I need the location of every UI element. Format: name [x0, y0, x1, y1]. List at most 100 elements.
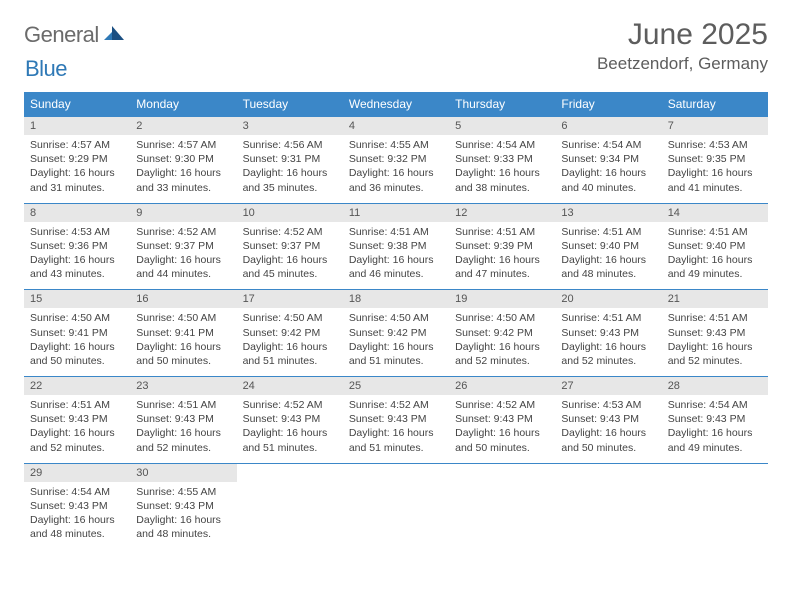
- daylight-text: Daylight: 16 hours and 33 minutes.: [136, 166, 230, 194]
- daylight-text: Daylight: 16 hours and 50 minutes.: [30, 340, 124, 368]
- day-body-cell: Sunrise: 4:55 AMSunset: 9:32 PMDaylight:…: [343, 135, 449, 203]
- day-number-cell: 4: [343, 117, 449, 136]
- sunset-text: Sunset: 9:43 PM: [349, 412, 443, 426]
- sunset-text: Sunset: 9:40 PM: [668, 239, 762, 253]
- daylight-text: Daylight: 16 hours and 48 minutes.: [30, 513, 124, 541]
- daylight-text: Daylight: 16 hours and 31 minutes.: [30, 166, 124, 194]
- sunset-text: Sunset: 9:37 PM: [136, 239, 230, 253]
- sunset-text: Sunset: 9:33 PM: [455, 152, 549, 166]
- brand-logo: General: [24, 18, 128, 48]
- day-number-cell: 3: [237, 117, 343, 136]
- day-number-cell: 15: [24, 290, 130, 309]
- sunset-text: Sunset: 9:43 PM: [561, 326, 655, 340]
- sunset-text: Sunset: 9:35 PM: [668, 152, 762, 166]
- sunrise-text: Sunrise: 4:57 AM: [30, 138, 124, 152]
- day-body-cell: Sunrise: 4:50 AMSunset: 9:42 PMDaylight:…: [449, 308, 555, 376]
- sunset-text: Sunset: 9:43 PM: [561, 412, 655, 426]
- day-number-row: 22232425262728: [24, 377, 768, 396]
- day-number-row: 15161718192021: [24, 290, 768, 309]
- day-body-cell: [662, 482, 768, 550]
- sunrise-text: Sunrise: 4:53 AM: [561, 398, 655, 412]
- day-body-cell: Sunrise: 4:50 AMSunset: 9:41 PMDaylight:…: [24, 308, 130, 376]
- brand-word-2: Blue: [25, 56, 67, 81]
- day-number-cell: 27: [555, 377, 661, 396]
- day-number-cell: 26: [449, 377, 555, 396]
- daylight-text: Daylight: 16 hours and 44 minutes.: [136, 253, 230, 281]
- sunrise-text: Sunrise: 4:53 AM: [30, 225, 124, 239]
- day-number-cell: 25: [343, 377, 449, 396]
- sunset-text: Sunset: 9:43 PM: [668, 412, 762, 426]
- sunrise-text: Sunrise: 4:50 AM: [349, 311, 443, 325]
- day-number-cell: 28: [662, 377, 768, 396]
- day-body-cell: Sunrise: 4:50 AMSunset: 9:42 PMDaylight:…: [343, 308, 449, 376]
- daylight-text: Daylight: 16 hours and 43 minutes.: [30, 253, 124, 281]
- sunrise-text: Sunrise: 4:56 AM: [243, 138, 337, 152]
- day-number-cell: 5: [449, 117, 555, 136]
- day-body-cell: [237, 482, 343, 550]
- daylight-text: Daylight: 16 hours and 49 minutes.: [668, 253, 762, 281]
- sunrise-text: Sunrise: 4:51 AM: [349, 225, 443, 239]
- day-body-cell: [555, 482, 661, 550]
- sunrise-text: Sunrise: 4:52 AM: [243, 398, 337, 412]
- day-number-cell: 20: [555, 290, 661, 309]
- day-body-cell: Sunrise: 4:54 AMSunset: 9:43 PMDaylight:…: [662, 395, 768, 463]
- sunset-text: Sunset: 9:43 PM: [136, 412, 230, 426]
- sunrise-text: Sunrise: 4:51 AM: [561, 225, 655, 239]
- day-number-cell: 13: [555, 203, 661, 222]
- sunset-text: Sunset: 9:37 PM: [243, 239, 337, 253]
- daylight-text: Daylight: 16 hours and 52 minutes.: [30, 426, 124, 454]
- month-title: June 2025: [597, 18, 768, 52]
- day-body-cell: Sunrise: 4:57 AMSunset: 9:30 PMDaylight:…: [130, 135, 236, 203]
- daylight-text: Daylight: 16 hours and 51 minutes.: [243, 426, 337, 454]
- daylight-text: Daylight: 16 hours and 52 minutes.: [136, 426, 230, 454]
- sunrise-text: Sunrise: 4:54 AM: [668, 398, 762, 412]
- weekday-header: Saturday: [662, 92, 768, 117]
- daylight-text: Daylight: 16 hours and 40 minutes.: [561, 166, 655, 194]
- day-number-cell: 30: [130, 463, 236, 482]
- daylight-text: Daylight: 16 hours and 52 minutes.: [455, 340, 549, 368]
- day-body-cell: [343, 482, 449, 550]
- day-body-cell: Sunrise: 4:50 AMSunset: 9:42 PMDaylight:…: [237, 308, 343, 376]
- daylight-text: Daylight: 16 hours and 51 minutes.: [349, 426, 443, 454]
- daylight-text: Daylight: 16 hours and 51 minutes.: [349, 340, 443, 368]
- daylight-text: Daylight: 16 hours and 50 minutes.: [561, 426, 655, 454]
- day-number-row: 1234567: [24, 117, 768, 136]
- daylight-text: Daylight: 16 hours and 38 minutes.: [455, 166, 549, 194]
- day-body-row: Sunrise: 4:51 AMSunset: 9:43 PMDaylight:…: [24, 395, 768, 463]
- sunrise-text: Sunrise: 4:52 AM: [136, 225, 230, 239]
- daylight-text: Daylight: 16 hours and 50 minutes.: [455, 426, 549, 454]
- day-body-cell: Sunrise: 4:52 AMSunset: 9:43 PMDaylight:…: [343, 395, 449, 463]
- sunset-text: Sunset: 9:39 PM: [455, 239, 549, 253]
- day-body-cell: Sunrise: 4:51 AMSunset: 9:40 PMDaylight:…: [662, 222, 768, 290]
- sunrise-text: Sunrise: 4:52 AM: [243, 225, 337, 239]
- sunset-text: Sunset: 9:29 PM: [30, 152, 124, 166]
- sunset-text: Sunset: 9:43 PM: [243, 412, 337, 426]
- day-number-cell: [237, 463, 343, 482]
- day-body-cell: Sunrise: 4:57 AMSunset: 9:29 PMDaylight:…: [24, 135, 130, 203]
- day-number-cell: 11: [343, 203, 449, 222]
- sunrise-text: Sunrise: 4:51 AM: [455, 225, 549, 239]
- sunset-text: Sunset: 9:43 PM: [30, 499, 124, 513]
- day-number-cell: 10: [237, 203, 343, 222]
- day-number-cell: 19: [449, 290, 555, 309]
- weekday-header: Sunday: [24, 92, 130, 117]
- sunset-text: Sunset: 9:31 PM: [243, 152, 337, 166]
- day-number-row: 2930: [24, 463, 768, 482]
- sunset-text: Sunset: 9:43 PM: [668, 326, 762, 340]
- sunset-text: Sunset: 9:30 PM: [136, 152, 230, 166]
- daylight-text: Daylight: 16 hours and 52 minutes.: [668, 340, 762, 368]
- daylight-text: Daylight: 16 hours and 35 minutes.: [243, 166, 337, 194]
- day-body-cell: Sunrise: 4:53 AMSunset: 9:43 PMDaylight:…: [555, 395, 661, 463]
- day-number-cell: 1: [24, 117, 130, 136]
- sunset-text: Sunset: 9:36 PM: [30, 239, 124, 253]
- day-number-cell: 22: [24, 377, 130, 396]
- daylight-text: Daylight: 16 hours and 41 minutes.: [668, 166, 762, 194]
- day-body-cell: Sunrise: 4:54 AMSunset: 9:33 PMDaylight:…: [449, 135, 555, 203]
- daylight-text: Daylight: 16 hours and 46 minutes.: [349, 253, 443, 281]
- weekday-header-row: Sunday Monday Tuesday Wednesday Thursday…: [24, 92, 768, 117]
- day-number-cell: 14: [662, 203, 768, 222]
- day-body-cell: [449, 482, 555, 550]
- sunrise-text: Sunrise: 4:54 AM: [455, 138, 549, 152]
- sunrise-text: Sunrise: 4:51 AM: [30, 398, 124, 412]
- day-body-cell: Sunrise: 4:51 AMSunset: 9:43 PMDaylight:…: [130, 395, 236, 463]
